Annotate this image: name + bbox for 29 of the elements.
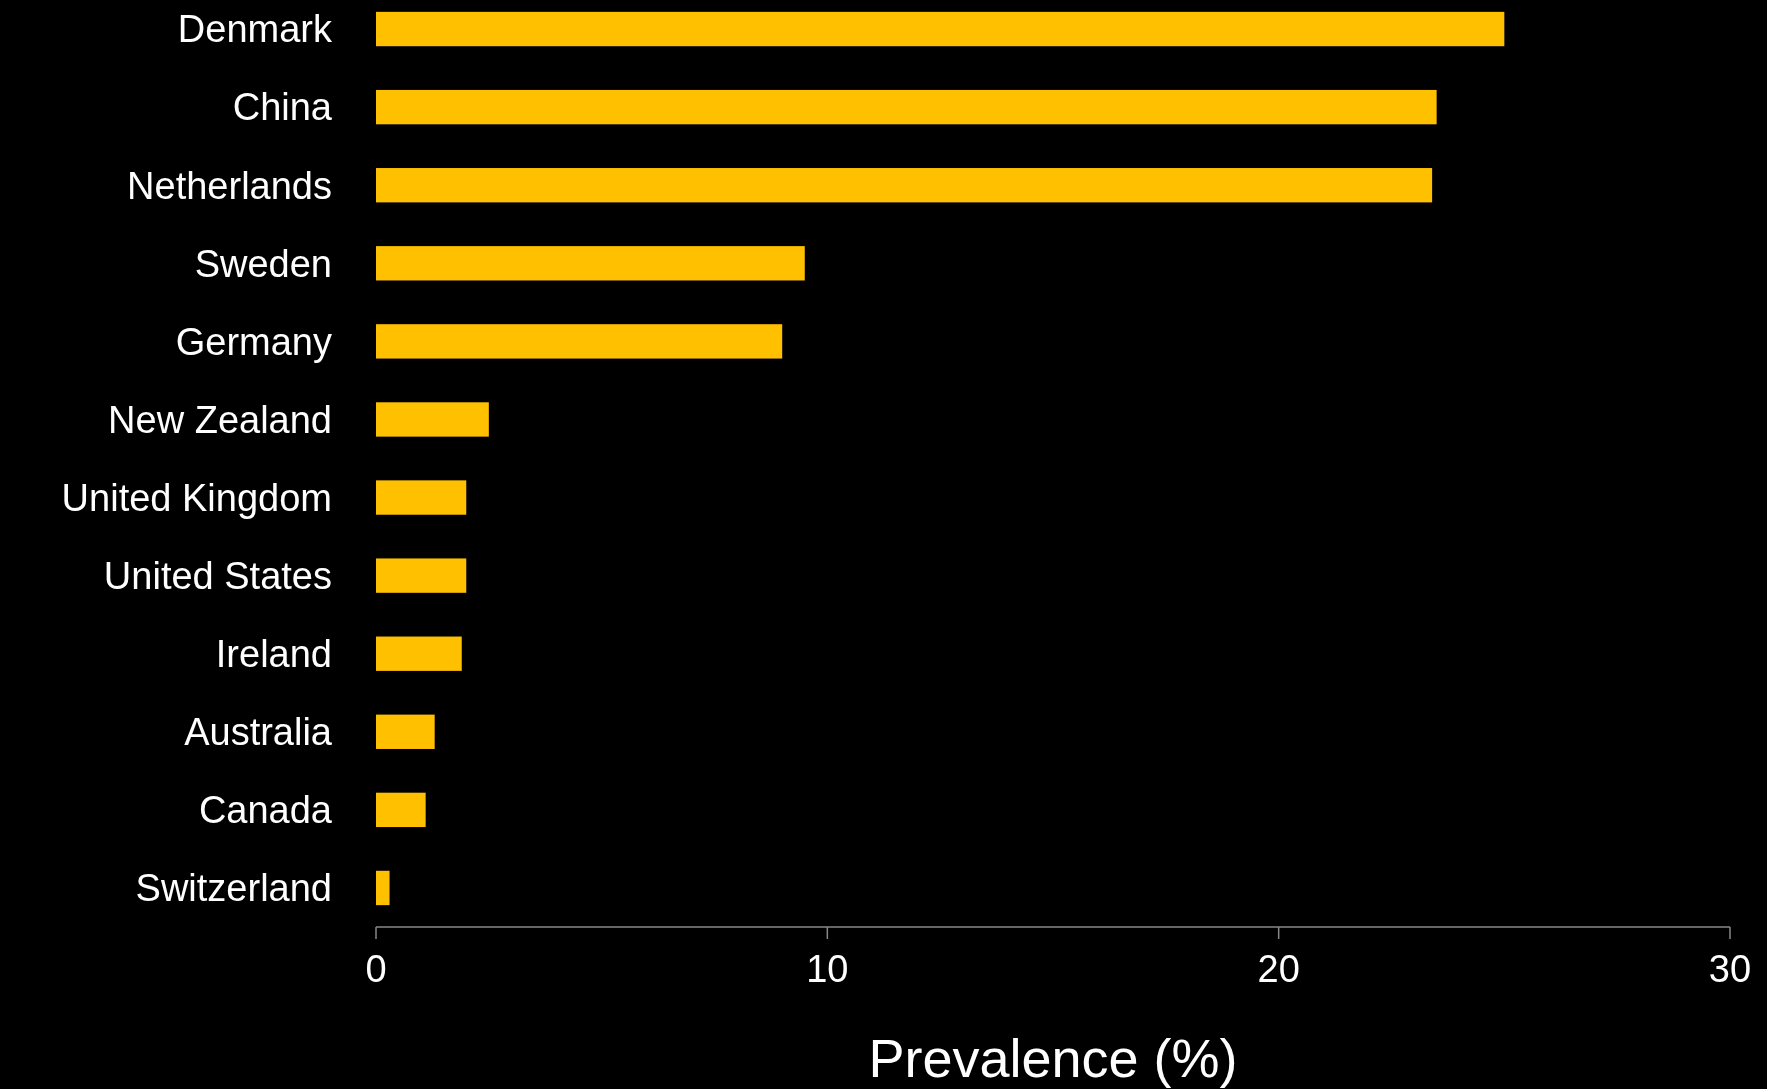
y-tick-label: Australia — [184, 711, 333, 754]
bar — [376, 168, 1433, 203]
bar — [376, 480, 467, 515]
bar — [376, 11, 1505, 47]
bar — [376, 402, 489, 437]
bar — [376, 89, 1437, 125]
y-tick-label: Germany — [175, 320, 332, 363]
x-axis-title: Prevalence (%) — [868, 1028, 1238, 1088]
x-tick-label: 0 — [365, 948, 387, 990]
y-tick-label: Netherlands — [127, 164, 332, 207]
y-tick-label: China — [232, 86, 333, 129]
bar — [376, 714, 435, 749]
bar — [376, 792, 426, 828]
bar — [376, 246, 805, 281]
y-tick-label: Canada — [198, 789, 333, 832]
x-tick-label: 30 — [1708, 948, 1752, 990]
y-tick-label: Ireland — [215, 633, 332, 676]
bar — [376, 324, 783, 359]
bar — [376, 558, 467, 593]
bar — [376, 870, 390, 906]
y-tick-label: United States — [103, 554, 332, 597]
y-tick-label: Denmark — [177, 8, 333, 51]
y-tick-label: Sweden — [194, 242, 332, 285]
y-tick-label: New Zealand — [108, 398, 332, 441]
y-tick-label: United Kingdom — [61, 476, 332, 519]
x-tick-label: 20 — [1257, 948, 1300, 990]
y-tick-label: Switzerland — [135, 867, 332, 910]
x-tick-label: 10 — [806, 948, 849, 990]
bar — [376, 636, 462, 671]
